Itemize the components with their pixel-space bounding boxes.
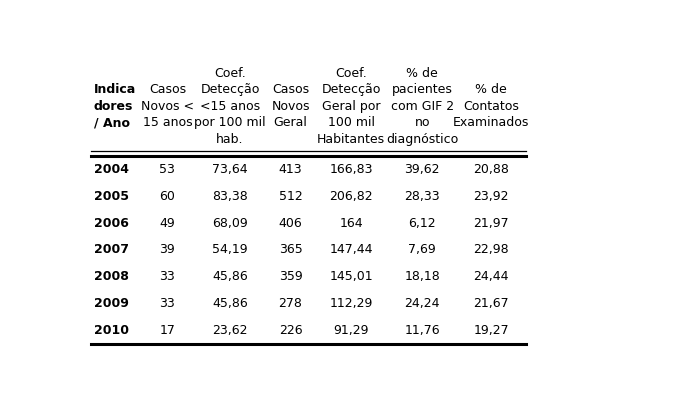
Text: 17: 17 xyxy=(160,324,175,337)
Text: 33: 33 xyxy=(160,297,175,310)
Text: 28,33: 28,33 xyxy=(404,190,440,203)
Text: 49: 49 xyxy=(160,217,175,230)
Text: 166,83: 166,83 xyxy=(329,163,373,176)
Text: 33: 33 xyxy=(160,270,175,283)
Text: 2007: 2007 xyxy=(94,243,129,256)
Text: 53: 53 xyxy=(160,163,175,176)
Text: 2009: 2009 xyxy=(94,297,129,310)
Text: 512: 512 xyxy=(279,190,302,203)
Text: 68,09: 68,09 xyxy=(212,217,248,230)
Text: 22,98: 22,98 xyxy=(473,243,509,256)
Text: 406: 406 xyxy=(279,217,302,230)
Text: 147,44: 147,44 xyxy=(329,243,373,256)
Text: 60: 60 xyxy=(160,190,175,203)
Text: 54,19: 54,19 xyxy=(212,243,248,256)
Text: 365: 365 xyxy=(279,243,302,256)
Text: 45,86: 45,86 xyxy=(212,270,248,283)
Text: 359: 359 xyxy=(279,270,302,283)
Text: 226: 226 xyxy=(279,324,302,337)
Text: 7,69: 7,69 xyxy=(408,243,436,256)
Text: 145,01: 145,01 xyxy=(329,270,373,283)
Text: 21,97: 21,97 xyxy=(473,217,509,230)
Text: 164: 164 xyxy=(339,217,363,230)
Text: Casos
Novos <
15 anos: Casos Novos < 15 anos xyxy=(141,83,194,129)
Text: 206,82: 206,82 xyxy=(329,190,373,203)
Text: 21,67: 21,67 xyxy=(473,297,509,310)
Text: 20,88: 20,88 xyxy=(473,163,509,176)
Text: Casos
Novos
Geral: Casos Novos Geral xyxy=(271,83,310,129)
Text: 2006: 2006 xyxy=(94,217,129,230)
Text: 11,76: 11,76 xyxy=(404,324,440,337)
Text: 18,18: 18,18 xyxy=(404,270,440,283)
Text: 2004: 2004 xyxy=(94,163,129,176)
Text: 45,86: 45,86 xyxy=(212,297,248,310)
Text: 73,64: 73,64 xyxy=(212,163,248,176)
Text: 6,12: 6,12 xyxy=(408,217,436,230)
Text: Indica
dores
/ Ano: Indica dores / Ano xyxy=(94,83,136,129)
Text: 2008: 2008 xyxy=(94,270,129,283)
Text: 23,62: 23,62 xyxy=(212,324,248,337)
Text: % de
Contatos
Examinados: % de Contatos Examinados xyxy=(453,83,530,129)
Text: 2005: 2005 xyxy=(94,190,129,203)
Text: 24,24: 24,24 xyxy=(404,297,440,310)
Text: 83,38: 83,38 xyxy=(212,190,248,203)
Text: 24,44: 24,44 xyxy=(473,270,509,283)
Text: 2010: 2010 xyxy=(94,324,129,337)
Text: 413: 413 xyxy=(279,163,302,176)
Text: 112,29: 112,29 xyxy=(329,297,373,310)
Text: 19,27: 19,27 xyxy=(473,324,509,337)
Text: 91,29: 91,29 xyxy=(334,324,369,337)
Text: Coef.
Detecção
Geral por
100 mil
Habitantes: Coef. Detecção Geral por 100 mil Habitan… xyxy=(317,67,385,146)
Text: % de
pacientes
com GIF 2
no
diagnóstico: % de pacientes com GIF 2 no diagnóstico xyxy=(386,67,458,146)
Text: 39,62: 39,62 xyxy=(404,163,440,176)
Text: 278: 278 xyxy=(279,297,303,310)
Text: Coef.
Detecção
<15 anos
por 100 mil
hab.: Coef. Detecção <15 anos por 100 mil hab. xyxy=(195,67,266,146)
Text: 23,92: 23,92 xyxy=(473,190,509,203)
Text: 39: 39 xyxy=(160,243,175,256)
